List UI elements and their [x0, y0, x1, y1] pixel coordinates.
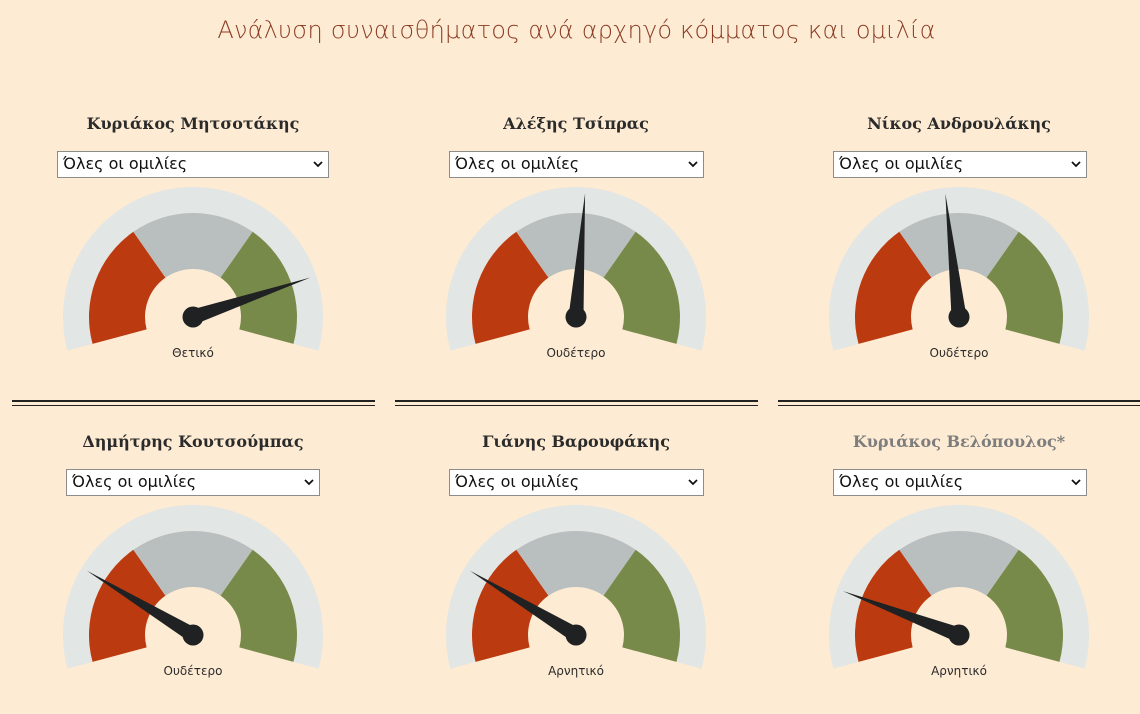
leader-name: Γιάνης Βαρουφάκης	[482, 432, 670, 451]
speech-select-value: Όλες οι ομιλίες	[839, 154, 964, 173]
gauge-needle-hub	[182, 624, 204, 646]
leader-name: Δημήτρης Κουτσούμπας	[82, 432, 304, 451]
sentiment-label: Αρνητικό	[548, 664, 604, 678]
leader-card-mitsotakis: Κυριάκος Μητσοτάκης Όλες οι ομιλίες Θετι…	[11, 114, 375, 414]
leader-name: Κυριάκος Βελόπουλος*	[852, 432, 1066, 451]
gauge-positive-zone	[986, 231, 1063, 344]
gauge-neutral-zone	[899, 531, 1019, 596]
leader-card-tsipras: Αλέξης Τσίπρας Όλες οι ομιλίες Ουδέτερο	[394, 114, 758, 414]
chevron-down-icon	[304, 479, 314, 486]
sentiment-label: Θετικό	[172, 346, 214, 360]
gauge-neutral-zone	[516, 531, 636, 596]
gauge-neutral-zone	[133, 531, 253, 596]
gauge-negative-zone	[855, 231, 932, 344]
gauge-outer-ring	[63, 505, 323, 669]
leader-card-varoufakis: Γιάνης Βαρουφάκης Όλες οι ομιλίες Αρνητι…	[394, 432, 758, 714]
gauge-negative-zone	[89, 549, 166, 662]
gauge-neutral-zone	[133, 213, 253, 278]
row-divider	[12, 400, 375, 406]
gauge-needle-hub	[565, 306, 587, 328]
gauge-negative-zone	[855, 549, 932, 662]
gauge-outer-ring	[63, 187, 323, 351]
gauge-needle-hub	[182, 306, 204, 328]
gauge-needle	[469, 570, 580, 642]
gauge-outer-ring	[446, 505, 706, 669]
sentiment-label: Αρνητικό	[931, 664, 987, 678]
sentiment-label: Ουδέτερο	[930, 346, 989, 360]
gauge-positive-zone	[986, 549, 1063, 662]
leader-name: Αλέξης Τσίπρας	[503, 114, 649, 133]
gauge-positive-zone	[603, 231, 680, 344]
sentiment-gauge: Αρνητικό	[446, 505, 706, 678]
row-divider	[395, 400, 758, 406]
gauge-needle	[86, 570, 197, 642]
sentiment-label: Ουδέτερο	[547, 346, 606, 360]
gauge-negative-zone	[472, 549, 549, 662]
gauge-needle-hub	[948, 624, 970, 646]
gauge-needle	[190, 277, 311, 325]
speech-select[interactable]: Όλες οι ομιλίες	[833, 151, 1087, 178]
sentiment-gauge: Θετικό	[63, 187, 323, 360]
leader-name: Κυριάκος Μητσοτάκης	[86, 114, 300, 133]
gauge-negative-zone	[89, 231, 166, 344]
sentiment-label: Ουδέτερο	[164, 664, 223, 678]
gauge-outer-ring	[446, 187, 706, 351]
leader-card-velopoulos: Κυριάκος Βελόπουλος* Όλες οι ομιλίες Αρν…	[777, 432, 1140, 714]
chevron-down-icon	[1071, 161, 1081, 168]
chevron-down-icon	[1071, 479, 1081, 486]
page-title: Ανάλυση συναισθήματος ανά αρχηγό κόμματο…	[217, 16, 936, 44]
chevron-down-icon	[313, 161, 323, 168]
speech-select[interactable]: Όλες οι ομιλίες	[66, 469, 320, 496]
speech-select-value: Όλες οι ομιλίες	[839, 472, 964, 491]
leader-card-androulakis: Νίκος Ανδρουλάκης Όλες οι ομιλίες Ουδέτε…	[777, 114, 1140, 414]
gauge-needle	[945, 193, 967, 318]
sentiment-gauge: Αρνητικό	[829, 505, 1089, 678]
chevron-down-icon	[688, 479, 698, 486]
gauge-needle-hub	[565, 624, 587, 646]
sentiment-gauge: Ουδέτερο	[829, 187, 1089, 360]
speech-select-value: Όλες οι ομιλίες	[455, 472, 580, 491]
gauge-positive-zone	[220, 549, 297, 662]
speech-select-value: Όλες οι ομιλίες	[455, 154, 580, 173]
sentiment-gauge: Ουδέτερο	[63, 505, 323, 678]
speech-select[interactable]: Όλες οι ομιλίες	[833, 469, 1087, 496]
leader-name: Νίκος Ανδρουλάκης	[867, 114, 1051, 133]
speech-select[interactable]: Όλες οι ομιλίες	[449, 151, 704, 178]
gauge-neutral-zone	[899, 213, 1019, 278]
leader-card-koutsoumpas: Δημήτρης Κουτσούμπας Όλες οι ομιλίες Ουδ…	[11, 432, 375, 714]
row-divider	[778, 400, 1140, 406]
gauge-needle	[568, 193, 586, 318]
gauge-outer-ring	[829, 505, 1089, 669]
speech-select-value: Όλες οι ομιλίες	[72, 472, 197, 491]
gauge-needle	[843, 591, 962, 643]
gauge-negative-zone	[472, 231, 549, 344]
gauge-positive-zone	[220, 231, 297, 344]
gauge-neutral-zone	[516, 213, 636, 278]
gauge-needle-hub	[948, 306, 970, 328]
speech-select-value: Όλες οι ομιλίες	[63, 154, 188, 173]
speech-select[interactable]: Όλες οι ομιλίες	[449, 469, 704, 496]
gauge-positive-zone	[603, 549, 680, 662]
gauge-outer-ring	[829, 187, 1089, 351]
chevron-down-icon	[688, 161, 698, 168]
speech-select[interactable]: Όλες οι ομιλίες	[57, 151, 329, 178]
sentiment-gauge: Ουδέτερο	[446, 187, 706, 360]
